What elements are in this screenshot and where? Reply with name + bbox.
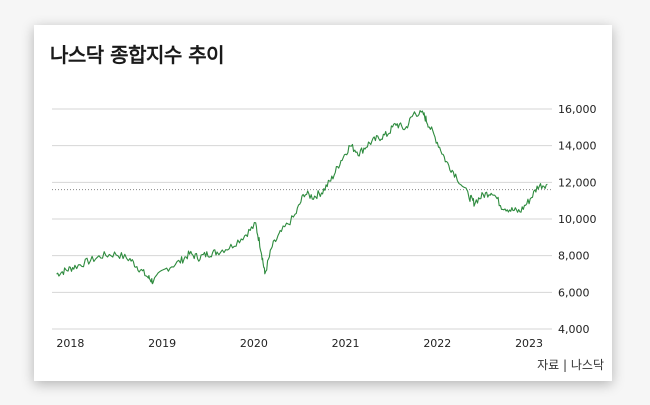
chart-title: 나스닥 종합지수 추이 (50, 43, 225, 67)
x-tick-label: 2022 (423, 337, 451, 350)
y-tick-label: 12,000 (558, 176, 597, 189)
y-tick-label: 14,000 (558, 140, 597, 153)
line-chart: 4,000 6,000 8,000 10,000 12,000 14,000 16,000 2… (52, 103, 597, 350)
y-tick-label: 6,000 (558, 286, 590, 299)
y-tick-label: 4,000 (558, 323, 590, 336)
chart-card: 나스닥 종합지수 추이 4,000 6,000 8,000 10,000 12,000 1… (34, 25, 612, 381)
source-note: 자료 | 나스닥 (537, 358, 604, 372)
y-tick-label: 10,000 (558, 213, 597, 226)
y-tick-label: 8,000 (558, 250, 590, 263)
x-tick-label: 2023 (515, 337, 543, 350)
x-tick-label: 2020 (240, 337, 268, 350)
x-tick-label: 2019 (148, 337, 176, 350)
index-line (56, 110, 548, 285)
y-tick-label: 16,000 (558, 103, 597, 116)
x-tick-label: 2018 (56, 337, 84, 350)
x-tick-label: 2021 (332, 337, 360, 350)
